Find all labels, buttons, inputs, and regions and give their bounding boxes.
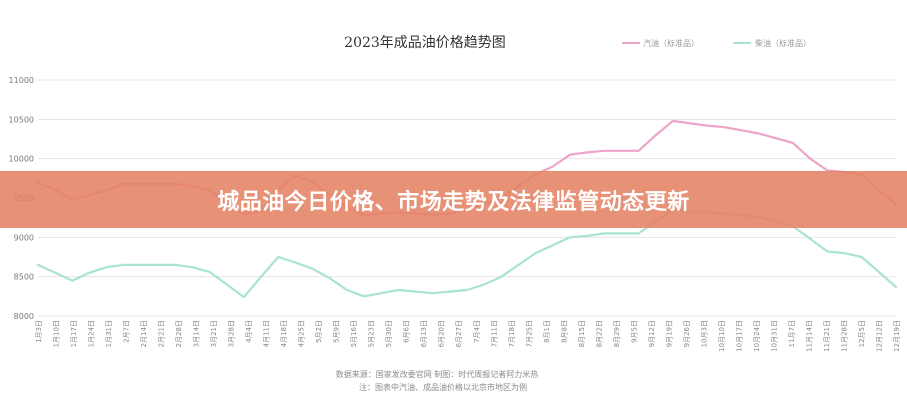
x-tick-label: 4月18日 <box>280 320 288 347</box>
x-tick-label: 2月14日 <box>140 320 148 347</box>
x-tick-label: 7月4日 <box>473 320 481 343</box>
x-tick-label: 10月17日 <box>735 320 743 352</box>
x-tick-label: 12月5日 <box>858 320 866 347</box>
x-tick-label: 1月17日 <box>70 320 78 347</box>
x-tick-label: 7月25日 <box>525 320 533 347</box>
x-tick-label: 10月10日 <box>718 320 726 352</box>
x-tick-label: 11月28日 <box>841 320 849 352</box>
x-tick-label: 5月23日 <box>368 320 376 347</box>
x-tick-label: 4月11日 <box>263 320 271 347</box>
x-tick-label: 1月3日 <box>35 320 43 343</box>
x-tick-label: 3月14日 <box>193 320 201 347</box>
x-tick-label: 6月6日 <box>403 320 411 343</box>
x-tick-label: 9月12日 <box>648 320 656 347</box>
x-tick-label: 2月28日 <box>175 320 183 347</box>
x-tick-label: 4月4日 <box>245 320 253 343</box>
x-tick-label: 1月10日 <box>53 320 61 347</box>
y-tick-label: 8000 <box>14 312 34 321</box>
region-note: 注：图表中汽油、成品油价格以北京市地区为例 <box>359 382 527 392</box>
x-tick-label: 12月19日 <box>893 320 901 352</box>
x-tick-label: 5月30日 <box>385 320 393 347</box>
legend: 汽油（标准品） 柴油（标准品） <box>622 38 811 48</box>
x-tick-label: 1月31日 <box>105 320 113 347</box>
x-tick-label: 8月29日 <box>613 320 621 347</box>
x-tick-label: 5月16日 <box>350 320 358 347</box>
x-axis: 1月3日 1月10日 1月17日 1月24日 1月31日 2月7日 2月14日 2月21日 2月… <box>35 320 901 352</box>
chart-title: 2023年成品油价格趋势图 <box>344 35 506 51</box>
x-tick-label: 6月27日 <box>455 320 463 347</box>
x-tick-label: 8月1日 <box>543 320 551 343</box>
source-note: 数据来源：国家发改委官网 制图：时代周报记者阿力米热 <box>336 369 539 379</box>
grid-lines <box>38 79 896 317</box>
x-tick-label: 12月12日 <box>876 320 884 352</box>
y-tick-label: 10500 <box>9 115 34 124</box>
x-tick-label: 8月15日 <box>578 320 586 347</box>
x-tick-label: 2月21日 <box>158 320 166 347</box>
x-tick-label: 4月25日 <box>298 320 306 347</box>
legend-gasoline-label: 汽油（标准品） <box>643 38 699 48</box>
x-tick-label: 3月21日 <box>210 320 218 347</box>
x-tick-label: 3月28日 <box>228 320 236 347</box>
x-tick-label: 5月9日 <box>333 320 341 343</box>
x-tick-label: 11月7日 <box>788 320 796 347</box>
x-tick-label: 9月26日 <box>683 320 691 347</box>
x-tick-label: 9月5日 <box>630 320 638 343</box>
x-tick-label: 6月20日 <box>438 320 446 347</box>
x-tick-label: 10月24日 <box>753 320 761 352</box>
headline-banner: 城品油今日价格、市场走势及法律监管动态更新 <box>0 171 907 228</box>
x-tick-label: 2月7日 <box>123 320 131 343</box>
x-tick-label: 9月19日 <box>665 320 673 347</box>
x-tick-label: 7月18日 <box>508 320 516 347</box>
y-tick-label: 11000 <box>9 76 34 85</box>
x-tick-label: 10月3日 <box>700 320 708 347</box>
x-tick-label: 8月22日 <box>595 320 603 347</box>
x-tick-label: 6月13日 <box>420 320 428 347</box>
y-tick-label: 8500 <box>14 273 34 282</box>
headline-text: 城品油今日价格、市场走势及法律监管动态更新 <box>217 189 690 215</box>
x-tick-label: 11月21日 <box>823 320 831 352</box>
x-tick-label: 11月14日 <box>805 320 813 352</box>
x-tick-label: 5月2日 <box>315 320 323 343</box>
y-tick-label: 9000 <box>14 233 34 242</box>
x-tick-label: 8月8日 <box>560 320 568 343</box>
legend-diesel-label: 柴油（标准品） <box>755 38 811 48</box>
x-tick-label: 1月24日 <box>88 320 96 347</box>
x-tick-label: 7月11日 <box>490 320 498 347</box>
y-tick-label: 10000 <box>9 155 34 164</box>
x-tick-label: 10月31日 <box>770 320 778 352</box>
